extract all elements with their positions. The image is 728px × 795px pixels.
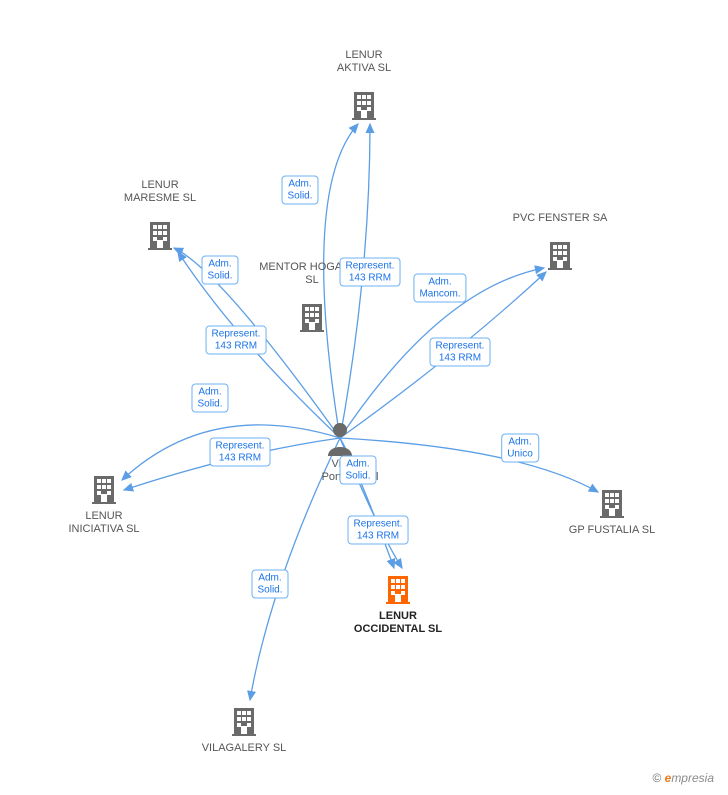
edge-line xyxy=(174,248,340,438)
edge-line xyxy=(124,438,340,490)
edge-line xyxy=(324,124,358,438)
edge-line xyxy=(122,425,340,480)
building-node-lenur-occidental[interactable] xyxy=(382,572,414,604)
building-node-lenur-aktiva[interactable] xyxy=(348,88,380,120)
brand-rest: mpresia xyxy=(671,771,714,785)
building-node-lenur-maresme[interactable] xyxy=(144,218,176,250)
building-node-pvc-fenster[interactable] xyxy=(544,238,576,270)
person-node-center[interactable] xyxy=(324,420,356,456)
building-node-gp-fustalia[interactable] xyxy=(596,486,628,518)
edge-line xyxy=(340,124,370,438)
edge-line xyxy=(178,252,340,438)
edge-line xyxy=(340,272,546,438)
building-node-mentor-hogares[interactable] xyxy=(296,300,328,332)
copyright-symbol: © xyxy=(652,771,661,785)
building-node-vilagalery[interactable] xyxy=(228,704,260,736)
edge-line xyxy=(250,438,340,700)
edge-line xyxy=(340,438,598,492)
building-node-lenur-iniciativa[interactable] xyxy=(88,472,120,504)
copyright-footer: © empresia xyxy=(652,771,714,785)
edge-line xyxy=(340,268,544,438)
